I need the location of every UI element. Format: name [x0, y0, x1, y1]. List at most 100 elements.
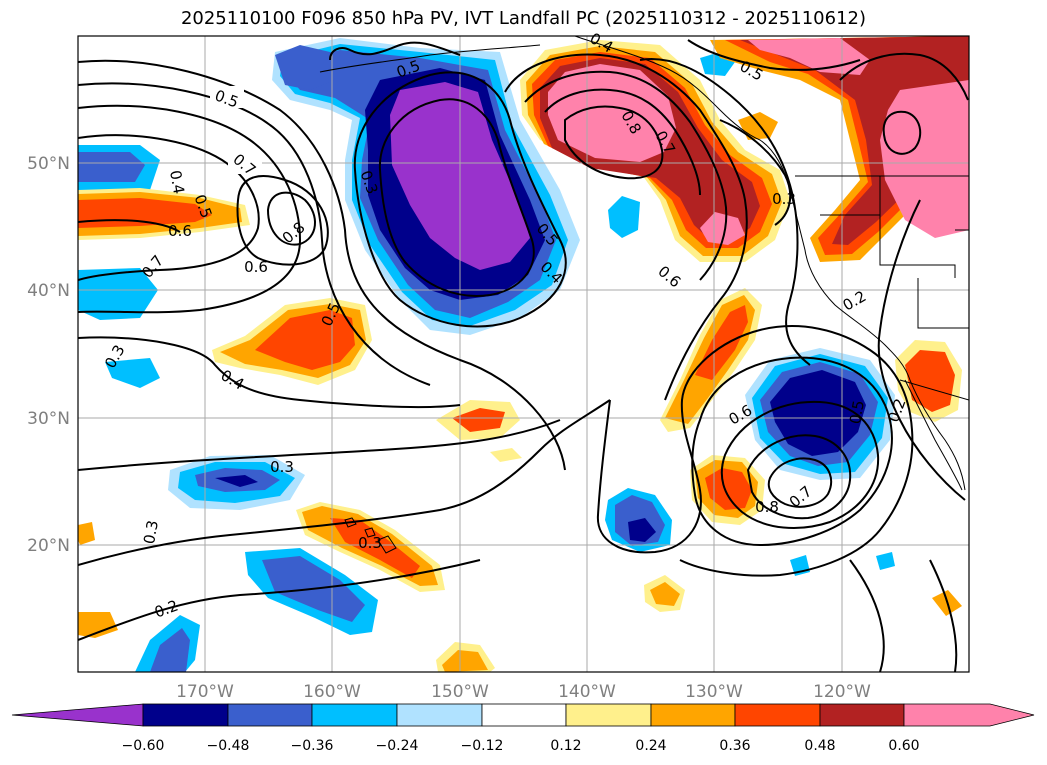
- contour-label-bg: [210, 86, 244, 108]
- colorbar-tick-label: 0.24: [635, 738, 666, 754]
- lon-tick-label: 150°W: [431, 682, 489, 702]
- colorbar-segment: [481, 703, 567, 727]
- pv-anomaly-negative-blob-1: [608, 196, 640, 238]
- map-title: 2025110100 F096 850 hPa PV, IVT Landfall…: [180, 8, 867, 29]
- colorbar-segment: [227, 703, 313, 727]
- lon-tick-label: 130°W: [685, 682, 743, 702]
- pv-anomaly-positive-blob-5: [78, 612, 118, 638]
- ivt-contour: [504, 53, 748, 401]
- lon-tick-label: 140°W: [558, 682, 616, 702]
- ivt-contour: [929, 559, 958, 672]
- hawaii-islands: [344, 517, 397, 554]
- colorbar-tick-label: −0.60: [122, 738, 165, 754]
- lon-axis-labels: 170°W 160°W 150°W 140°W 130°W 120°W: [176, 682, 871, 702]
- contour-label: 0.8: [755, 498, 779, 516]
- lon-tick-label: 170°W: [176, 682, 234, 702]
- pv-anomaly-positive-blob-6: [78, 522, 95, 545]
- ivt-contour: [78, 559, 481, 641]
- ivt-contour: [849, 559, 885, 672]
- ivt-contour: [236, 175, 329, 266]
- ivt-contour: [78, 104, 302, 314]
- contour-label: 0.3: [772, 190, 796, 208]
- ivt-contour: [746, 434, 852, 520]
- lat-tick-label: 40°N: [27, 281, 70, 301]
- pv-anomaly-negative-south-2: [150, 628, 190, 672]
- border-mexico: [899, 379, 969, 401]
- colorbar-tick-label: 0.12: [550, 738, 581, 754]
- colorbar-tick-label: 0.60: [888, 738, 919, 754]
- ivt-contour: [524, 70, 728, 281]
- contour-label-bg: [228, 152, 262, 174]
- pv-anomaly-positive-ne-ridge-5: [548, 64, 676, 162]
- contour-label: 0.3: [140, 519, 162, 546]
- colorbar-tick-label: −0.24: [376, 738, 419, 754]
- colorbar-extend-low: [11, 703, 144, 727]
- pv-anomaly-positive-ne-corner-3: [740, 36, 969, 245]
- colorbar-segment: [565, 703, 652, 727]
- border-states: [879, 176, 956, 278]
- ivt-contour: [691, 356, 893, 547]
- colorbar-segment: [142, 703, 229, 727]
- pv-anomaly-negative-blob-2c: [628, 518, 656, 542]
- lat-tick-label: 30°N: [27, 409, 70, 429]
- contour-label: 0.6: [244, 258, 268, 276]
- colorbar-segment: [396, 703, 483, 727]
- ivt-contour: [378, 98, 535, 297]
- lon-tick-label: 120°W: [813, 682, 871, 702]
- pv-anomaly-positive-blob-3b: [442, 650, 488, 672]
- ivt-contour: [544, 88, 701, 196]
- ivt-contour: [839, 52, 969, 101]
- ivt-contour: [78, 336, 461, 409]
- lat-tick-label: 20°N: [27, 536, 70, 556]
- ivt-contour: [266, 191, 316, 246]
- pv-anomaly-negative-blob-6: [275, 45, 335, 90]
- ivt-contours: [78, 39, 969, 672]
- lon-tick-label: 160°W: [303, 682, 361, 702]
- pv-anomaly-negative-blob-4: [876, 552, 895, 570]
- pv-anomaly-positive-ne-corner-5: [880, 80, 969, 238]
- pv-anomaly-positive-hawaii-3: [330, 518, 420, 578]
- north-america-coastline: [574, 36, 966, 491]
- pv-anomaly-negative-west-3: [105, 358, 160, 388]
- ivt-contour: [687, 39, 861, 71]
- colorbar-segment: [650, 703, 736, 727]
- ivt-contour: [78, 399, 611, 566]
- gulf-of-alaska-coast: [319, 44, 541, 73]
- ivt-contour: [882, 110, 922, 155]
- contour-label: 0.3: [358, 534, 382, 552]
- contour-label: 0.4: [166, 169, 188, 196]
- baja-coastline: [904, 379, 963, 491]
- colorbar-tick-label: 0.36: [719, 738, 750, 754]
- ivt-contour: [877, 199, 966, 501]
- pv-shading: [78, 36, 969, 672]
- colorbar-tick-label: −0.12: [461, 738, 504, 754]
- lat-axis-labels: 50°N 40°N 30°N 20°N: [27, 154, 70, 556]
- contour-label: 0.6: [168, 222, 192, 240]
- ivt-contour: [767, 457, 833, 508]
- pv-anomaly-positive-blob-1b: [452, 408, 505, 432]
- pv-anomaly-negative-west-2: [78, 268, 158, 320]
- ivt-contour: [639, 58, 811, 366]
- graticule: [78, 36, 969, 672]
- ivt-contour: [78, 59, 566, 471]
- colorbar-segment: [819, 703, 905, 727]
- ivt-contour: [720, 400, 880, 529]
- ivt-contour: [564, 105, 664, 180]
- colorbar-segment: [734, 703, 821, 727]
- colorbar-segment: [311, 703, 398, 727]
- pv-anomaly-positive-low-sw-3: [705, 468, 752, 510]
- pv-anomaly-positive-blob-4b: [650, 582, 680, 606]
- pv-anomaly-negative-mid-band-4: [215, 475, 258, 487]
- pv-anomaly-positive-blob-2: [490, 448, 522, 462]
- pv-anomaly-positive-ne-ridge-6: [700, 212, 745, 245]
- ivt-contour: [329, 41, 461, 61]
- pv-anomaly-positive-coast-3: [695, 305, 748, 380]
- contour-label: 0.3: [270, 458, 294, 476]
- pv-anomaly-positive-160w-3: [255, 310, 355, 370]
- ivt-contour: [78, 219, 181, 233]
- colorbar-extend-high: [903, 703, 1035, 727]
- pv-anomaly-negative-west-1b: [78, 152, 145, 182]
- colorbar: [11, 703, 1035, 727]
- plot-frame: [77, 35, 970, 673]
